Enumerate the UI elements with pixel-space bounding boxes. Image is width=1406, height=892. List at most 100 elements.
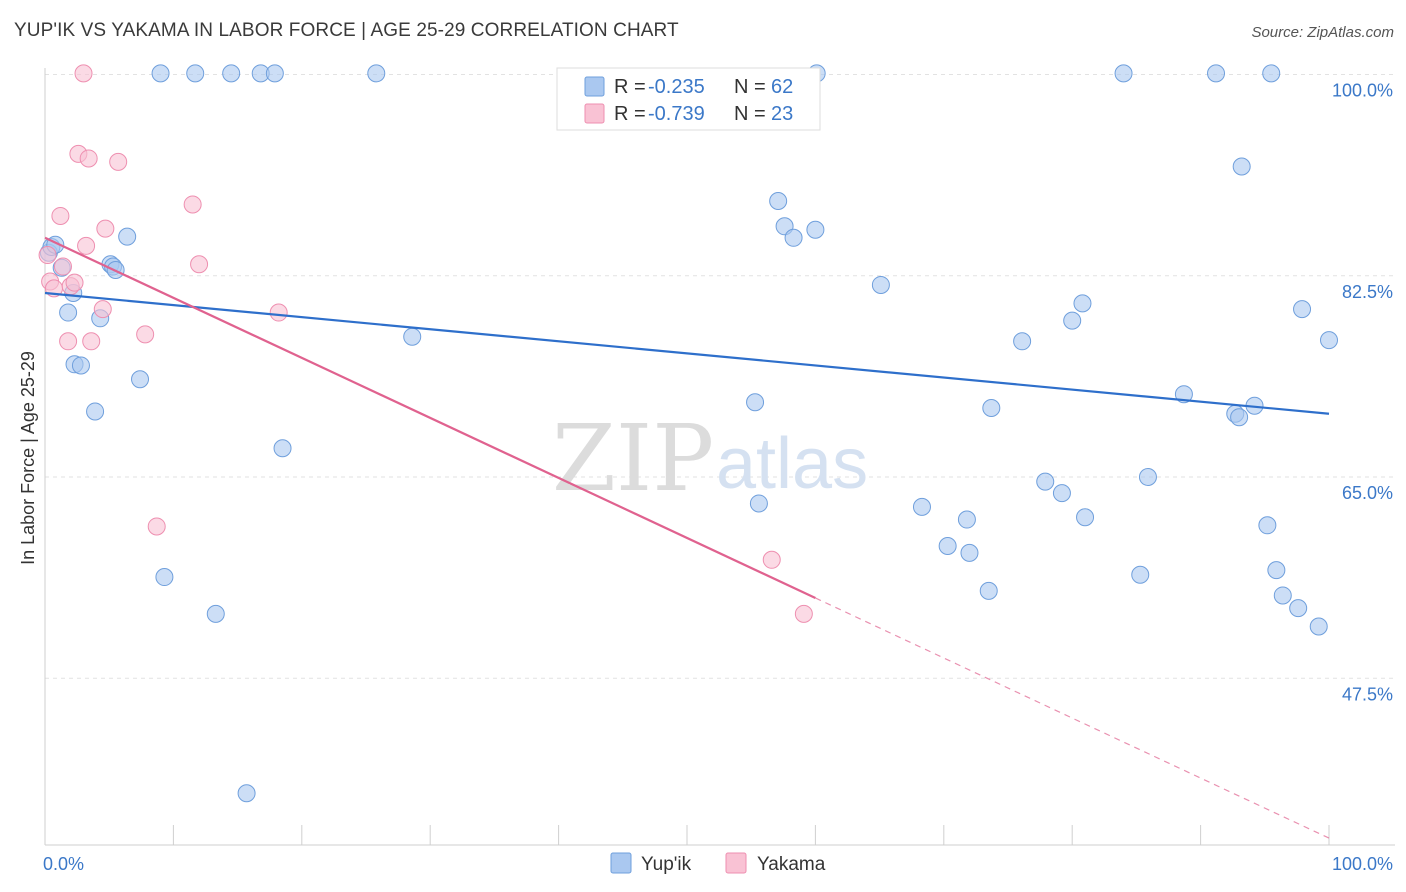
point-yupik — [1073, 294, 1092, 313]
point-yupik — [1289, 599, 1308, 618]
legend-swatch-yakama — [584, 103, 605, 124]
point-yakama — [109, 152, 128, 171]
point-yupik — [1232, 157, 1251, 176]
trend-line-yakama-dashed — [815, 597, 1330, 839]
point-yupik — [237, 784, 256, 803]
trend-lines — [44, 236, 1330, 839]
point-yakama — [147, 517, 166, 536]
point-yupik — [131, 370, 150, 389]
legend-bottom-label-yakama: Yakama — [757, 854, 826, 875]
point-yupik — [367, 64, 386, 83]
legend-r-label-yakama: R = — [614, 103, 646, 125]
y-tick-label: 65.0% — [1342, 483, 1393, 503]
legend-n-value-yakama: 23 — [771, 103, 793, 125]
point-yakama — [82, 332, 101, 351]
point-yakama — [93, 300, 112, 319]
point-yupik — [1320, 331, 1338, 350]
legend-r-value-yupik: -0.235 — [648, 76, 705, 98]
point-yakama — [38, 246, 57, 265]
point-yupik — [960, 543, 979, 562]
y-tick-label: 47.5% — [1342, 684, 1393, 704]
legend-bottom-swatch-yupik — [610, 852, 632, 874]
point-yupik — [1309, 617, 1328, 636]
point-yakama — [77, 236, 96, 255]
point-yupik — [273, 439, 292, 458]
point-yupik — [1052, 484, 1071, 503]
point-yupik — [1013, 332, 1032, 351]
y-axis-label: In Labor Force | Age 25-29 — [18, 351, 38, 565]
point-yakama — [79, 149, 98, 168]
point-yupik — [871, 275, 890, 294]
point-yupik — [1262, 64, 1281, 83]
watermark-zip: ZIP — [552, 405, 714, 512]
point-yakama — [136, 325, 155, 344]
point-yupik — [1273, 586, 1292, 605]
point-yupik — [749, 494, 768, 513]
point-yupik — [938, 537, 957, 555]
legend-stats: R = -0.235 N = 62 R = -0.739 N = 23 — [556, 67, 821, 131]
point-yupik — [1036, 472, 1055, 491]
point-yakama — [53, 257, 72, 276]
point-yupik — [222, 64, 241, 83]
point-yakama — [762, 550, 781, 569]
point-yupik — [403, 327, 422, 346]
point-yupik — [86, 402, 105, 421]
point-yupik — [1267, 561, 1286, 580]
point-yupik — [746, 393, 765, 412]
chart-title: YUP'IK VS YAKAMA IN LABOR FORCE | AGE 25… — [14, 20, 679, 41]
legend-series: Yup'ik Yakama — [610, 852, 826, 875]
point-yupik — [1258, 516, 1277, 535]
legend-swatch-yupik — [584, 76, 605, 97]
point-yakama — [51, 206, 70, 225]
point-yupik — [1174, 385, 1193, 404]
point-yakama — [190, 255, 209, 274]
x-tick-label-min: 0.0% — [43, 854, 84, 874]
point-yupik — [806, 220, 825, 239]
axes — [44, 68, 1395, 846]
point-yupik — [155, 568, 174, 587]
legend-r-label-yupik: R = — [614, 76, 646, 98]
point-yupik — [1293, 300, 1312, 319]
point-yupik — [1207, 64, 1226, 83]
legend-n-label-yakama: N = — [734, 103, 766, 125]
legend-n-label-yupik: N = — [734, 76, 766, 98]
point-yakama — [74, 64, 93, 83]
point-yupik — [982, 399, 1001, 417]
legend-r-value-yakama: -0.739 — [648, 103, 705, 125]
point-yupik — [186, 64, 205, 83]
data-points — [38, 64, 1338, 803]
x-tick-label-max: 100.0% — [1332, 854, 1393, 874]
watermark-atlas: atlas — [716, 424, 868, 504]
point-yupik — [957, 510, 976, 529]
y-tick-labels: 100.0% 82.5% 65.0% 47.5% — [1332, 81, 1393, 705]
point-yupik — [1076, 508, 1095, 527]
trend-line-yakama — [44, 236, 816, 599]
watermark: ZIP atlas — [552, 405, 868, 512]
point-yupik — [784, 228, 803, 247]
point-yupik — [1114, 64, 1133, 83]
y-tick-label: 82.5% — [1342, 282, 1393, 302]
source-label: Source: ZipAtlas.com — [1251, 24, 1394, 41]
point-yupik — [912, 497, 931, 516]
point-yupik — [1131, 565, 1150, 584]
point-yakama — [794, 604, 813, 623]
trend-line-yupik — [44, 291, 1330, 415]
point-yupik — [979, 581, 998, 600]
point-yupik — [206, 604, 225, 623]
legend-n-value-yupik: 62 — [771, 76, 793, 98]
point-yupik — [1230, 408, 1249, 427]
point-yakama — [183, 195, 202, 214]
point-yupik — [265, 64, 284, 83]
point-yupik — [151, 64, 170, 83]
grid — [45, 74, 1395, 679]
legend-bottom-swatch-yakama — [725, 852, 747, 874]
point-yupik — [118, 227, 137, 246]
point-yakama — [96, 219, 115, 238]
point-yupik — [1138, 468, 1157, 486]
point-yupik — [71, 356, 90, 375]
point-yakama — [59, 332, 78, 351]
point-yakama — [269, 303, 288, 322]
y-tick-label: 100.0% — [1332, 81, 1393, 101]
point-yupik — [769, 192, 788, 210]
